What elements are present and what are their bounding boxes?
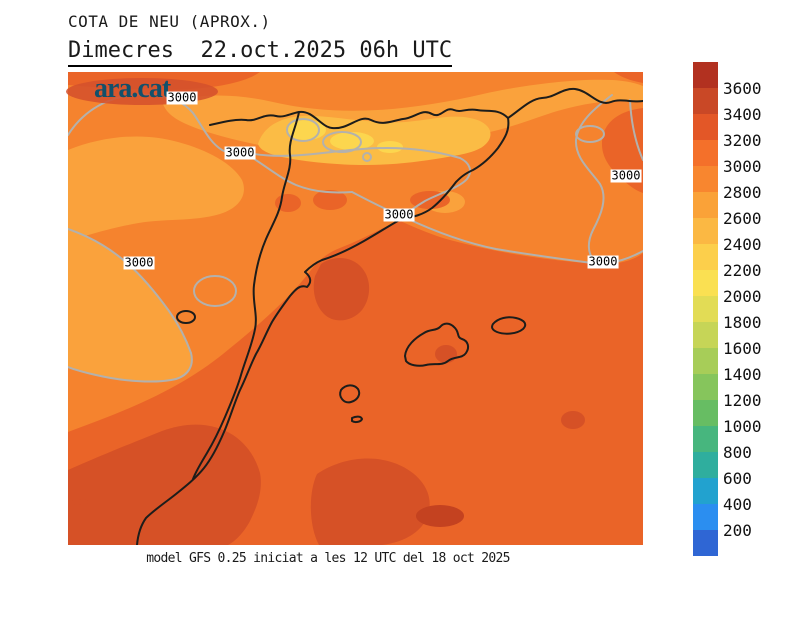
colorbar-tick: 1400 [723,365,762,384]
contour-oval [362,152,372,162]
map-title: COTA DE NEU (APROX.) [68,12,271,31]
colorbar-segment [693,166,718,192]
colorbar-tick: 2000 [723,287,762,306]
colorbar-segment [693,218,718,244]
colorbar-tick: 2400 [723,235,762,254]
contour-line-center [242,151,353,194]
contour-oval [575,125,605,143]
ara-cat-logo: ara.cat [94,73,171,104]
colorbar-segment [693,478,718,504]
contour-line-north [242,147,472,218]
fill-light-west-patch [68,229,192,382]
menorca-outline [491,316,527,335]
map-datetime: Dimecres 22.oct.2025 06h UTC [68,38,453,67]
colorbar-segment [693,504,718,530]
contour-label: 3000 [224,145,256,160]
fill-yellow-core [377,141,403,153]
colorbar-segment [693,374,718,400]
contour-oval [322,131,362,153]
formentera-outline [351,415,363,424]
colorbar-tick: 1600 [723,339,762,358]
fill-darker-dash [71,499,89,505]
contour-label: 3000 [123,255,155,270]
colorbar-segment [693,244,718,270]
model-info: model GFS 0.25 iniciat a les 12 UTC del … [146,551,510,566]
contour-line-northeast-branch [629,99,643,161]
fill-dark-topright-sliver [614,72,643,83]
colorbar-segment [693,270,718,296]
colorbar-segment [693,530,718,556]
colorbar-segment [693,426,718,452]
colorbar-tick: 2600 [723,209,762,228]
colorbar-tick: 800 [723,443,752,462]
pyrenees-border [209,108,509,130]
mallorca-outline [404,322,470,367]
colorbar-segment [693,62,718,88]
fill-yellow-core [330,132,374,150]
aragon-border [192,111,300,480]
colorbar-tick: 3400 [723,105,762,124]
contour-label: 3000 [587,254,619,269]
colorbar-tick: 3600 [723,79,762,98]
fill-darker-bottom-center [310,458,430,545]
colorbar-segment [693,114,718,140]
weather-map: ara.cat 3000 3000 3000 3000 3000 3000 [66,72,643,545]
contour-oval [193,275,237,307]
colorbar-tick: 1200 [723,391,762,410]
fill-darker-center-blob [313,258,370,321]
contour-label: 3000 [166,90,198,105]
colorbar-segment [693,140,718,166]
colorbar-segment [693,322,718,348]
colorbar-tick: 3000 [723,157,762,176]
fill-dark-blob [313,190,347,210]
contour-line-northeast-loop [574,94,613,260]
ibiza-outline [339,384,361,404]
colorbar-tick: 2800 [723,183,762,202]
enclave-outline [176,310,196,324]
colorbar-segments [693,62,718,556]
colorbar-segment [693,192,718,218]
fill-darkest-blob [416,505,464,527]
coastline [136,117,510,545]
colorbar-segment [693,348,718,374]
contour-labels: 3000 3000 3000 3000 3000 3000 [68,72,643,545]
colorbar-segment [693,452,718,478]
colorbar-tick: 3200 [723,131,762,150]
colorbar-tick: 600 [723,469,752,488]
colorbar-segment [693,296,718,322]
contour-oval [286,118,320,142]
colorbar-segment [693,88,718,114]
fill-light-northwest [68,136,244,242]
colorbar-tick: 2200 [723,261,762,280]
map-canvas [68,72,643,545]
colorbar-segment [693,400,718,426]
colorbar-tick: 1000 [723,417,762,436]
colorbar-tick: 200 [723,521,752,540]
fill-darker-sea-blob [561,411,585,429]
contour-label: 3000 [383,207,415,222]
contour-label: 3000 [610,168,642,183]
colorbar-tick: 400 [723,495,752,514]
colorbar: 3600 3400 3200 3000 2800 2600 2400 2200 2000 1800… [693,62,800,562]
colorbar-tick: 1800 [723,313,762,332]
france-coastline [507,87,643,119]
